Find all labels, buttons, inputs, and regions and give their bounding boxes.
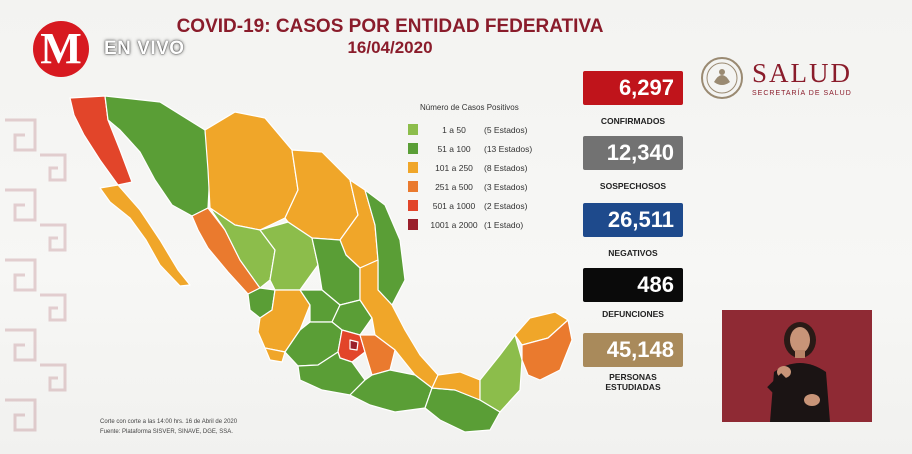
state-guerrero — [297, 351, 366, 396]
legend-swatch — [408, 162, 418, 173]
suspected-label: SOSPECHOSOS — [599, 181, 667, 191]
legend-count: (3 Estados) — [484, 181, 528, 192]
state-quintana-roo — [521, 319, 573, 381]
legend-swatch — [408, 181, 418, 192]
legend-count: (2 Estados) — [484, 200, 528, 211]
salud-subtitle: SECRETARÍA DE SALUD — [752, 90, 852, 97]
interpreter-figure-icon — [722, 310, 872, 422]
legend-range: 101 a 250 — [435, 162, 473, 173]
state-sonora — [104, 95, 211, 217]
salud-seal-icon — [701, 57, 743, 99]
page-title: COVID-19: CASOS POR ENTIDAD FEDERATIVA — [176, 16, 604, 37]
footnote-line-1: Corte con corte a las 14:00 hrs. 16 de A… — [100, 419, 238, 425]
map-legend: Número de Casos Positivos 1 a 50 (5 Esta… — [402, 103, 562, 234]
legend-range: 1001 a 2000 — [430, 219, 478, 230]
sign-language-interpreter — [722, 310, 872, 422]
state-cdmx — [349, 339, 359, 351]
report-date: 16/04/2020 — [347, 38, 433, 57]
legend-item: 251 a 500 (3 Estados) — [402, 177, 562, 196]
legend-item: 1 a 50 (5 Estados) — [402, 120, 562, 139]
decorative-pattern — [5, 118, 67, 432]
legend-swatch — [408, 219, 418, 230]
legend-range: 1 a 50 — [442, 124, 466, 135]
studied-value: 45,148 — [583, 333, 683, 367]
legend-count: (8 Estados) — [484, 162, 528, 173]
suspected-value: 12,340 — [583, 136, 683, 170]
legend-range: 251 a 500 — [435, 181, 473, 192]
footnote-line-2: Fuente: Plataforma SISVER, SINAVE, DGE, … — [100, 429, 233, 435]
legend-item: 101 a 250 (8 Estados) — [402, 158, 562, 177]
milenio-logo: M — [33, 21, 89, 77]
legend-swatch — [408, 124, 418, 135]
negative-label: NEGATIVOS — [608, 248, 658, 258]
confirmed-value: 6,297 — [583, 71, 683, 105]
studied-label-line1: PERSONAS — [609, 372, 657, 382]
state-campeche — [479, 334, 523, 413]
mexico-map — [69, 95, 573, 433]
legend-item: 1001 a 2000 (1 Estado) — [402, 215, 562, 234]
legend-range: 501 a 1000 — [432, 200, 476, 211]
legend-swatch — [408, 143, 418, 154]
negative-value: 26,511 — [583, 203, 683, 237]
legend-item: 501 a 1000 (2 Estados) — [402, 196, 562, 215]
legend-count: (13 Estados) — [484, 143, 533, 154]
state-colima — [264, 347, 286, 363]
legend-swatch — [408, 200, 418, 211]
state-chihuahua — [204, 111, 299, 231]
state-coahuila — [284, 149, 359, 241]
legend-range: 51 a 100 — [437, 143, 471, 154]
confirmed-label: CONFIRMADOS — [600, 116, 666, 126]
footnote: Corte con corte a las 14:00 hrs. 16 de A… — [100, 417, 237, 437]
salud-title: SALUD — [752, 58, 853, 88]
legend-count: (5 Estados) — [484, 124, 528, 135]
deaths-label: DEFUNCIONES — [602, 309, 664, 319]
studied-label-line2: ESTUDIADAS — [605, 382, 661, 392]
legend-title: Número de Casos Positivos — [420, 103, 519, 112]
legend-item: 51 a 100 (13 Estados) — [402, 139, 562, 158]
live-label: EN VIVO — [104, 38, 185, 59]
legend-count: (1 Estado) — [484, 219, 524, 230]
state-veracruz — [359, 259, 439, 389]
state-jalisco — [257, 289, 311, 353]
state-baja-california-sur — [99, 184, 191, 287]
deaths-value: 486 — [583, 268, 683, 302]
